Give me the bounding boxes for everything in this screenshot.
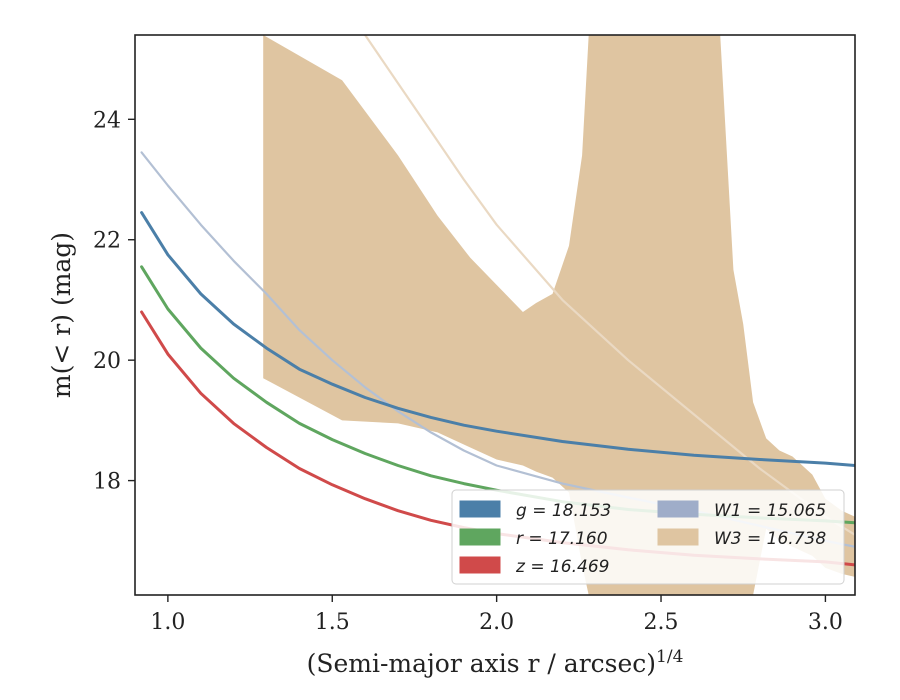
legend-label-w3-16-738: W3 = 16.738 xyxy=(714,529,826,549)
legend-swatch-z-16-469 xyxy=(459,556,501,574)
legend-label-r-17-160: r = 17.160 xyxy=(516,529,608,549)
x-tick-label: 2.5 xyxy=(644,610,679,635)
series-line-w3-16-738 xyxy=(364,35,855,536)
x-tick-label: 1.0 xyxy=(150,610,185,635)
y-tick-label: 24 xyxy=(93,108,121,133)
legend-label-w1-15-065: W1 = 15.065 xyxy=(714,501,826,521)
legend-swatch-w3-16-738 xyxy=(657,528,699,546)
y-axis-title: m(< r) (mag) xyxy=(47,232,76,398)
legend-swatch-w1-15-065 xyxy=(657,500,699,518)
series-line-g-18-153 xyxy=(140,211,855,467)
y-axis: 18 20 22 24 xyxy=(93,108,135,495)
legend-swatch-g-18-153 xyxy=(459,500,501,518)
legend: g = 18.153 r = 17.160 z = 16.469 W1 = 15.06… xyxy=(451,489,845,585)
x-axis-title: (Semi-major axis r / arcsec)1/4 xyxy=(307,647,684,678)
x-axis: 1.0 1.5 2.0 2.5 3.0 xyxy=(150,595,843,635)
x-axis-title-exponent: 1/4 xyxy=(656,647,683,667)
legend-swatch-r-17-160 xyxy=(459,528,501,546)
plot-frame xyxy=(134,34,856,596)
y-tick-label: 20 xyxy=(93,349,121,374)
y-tick-label: 22 xyxy=(93,229,121,254)
legend-label-z-16-469: z = 16.469 xyxy=(515,557,609,577)
legend-box xyxy=(451,489,845,585)
x-tick-label: 3.0 xyxy=(808,610,843,635)
x-tick-label: 2.0 xyxy=(479,610,514,635)
x-tick-label: 1.5 xyxy=(315,610,350,635)
legend-label-g-18-153: g = 18.153 xyxy=(516,501,611,521)
y-tick-label: 18 xyxy=(93,470,121,495)
